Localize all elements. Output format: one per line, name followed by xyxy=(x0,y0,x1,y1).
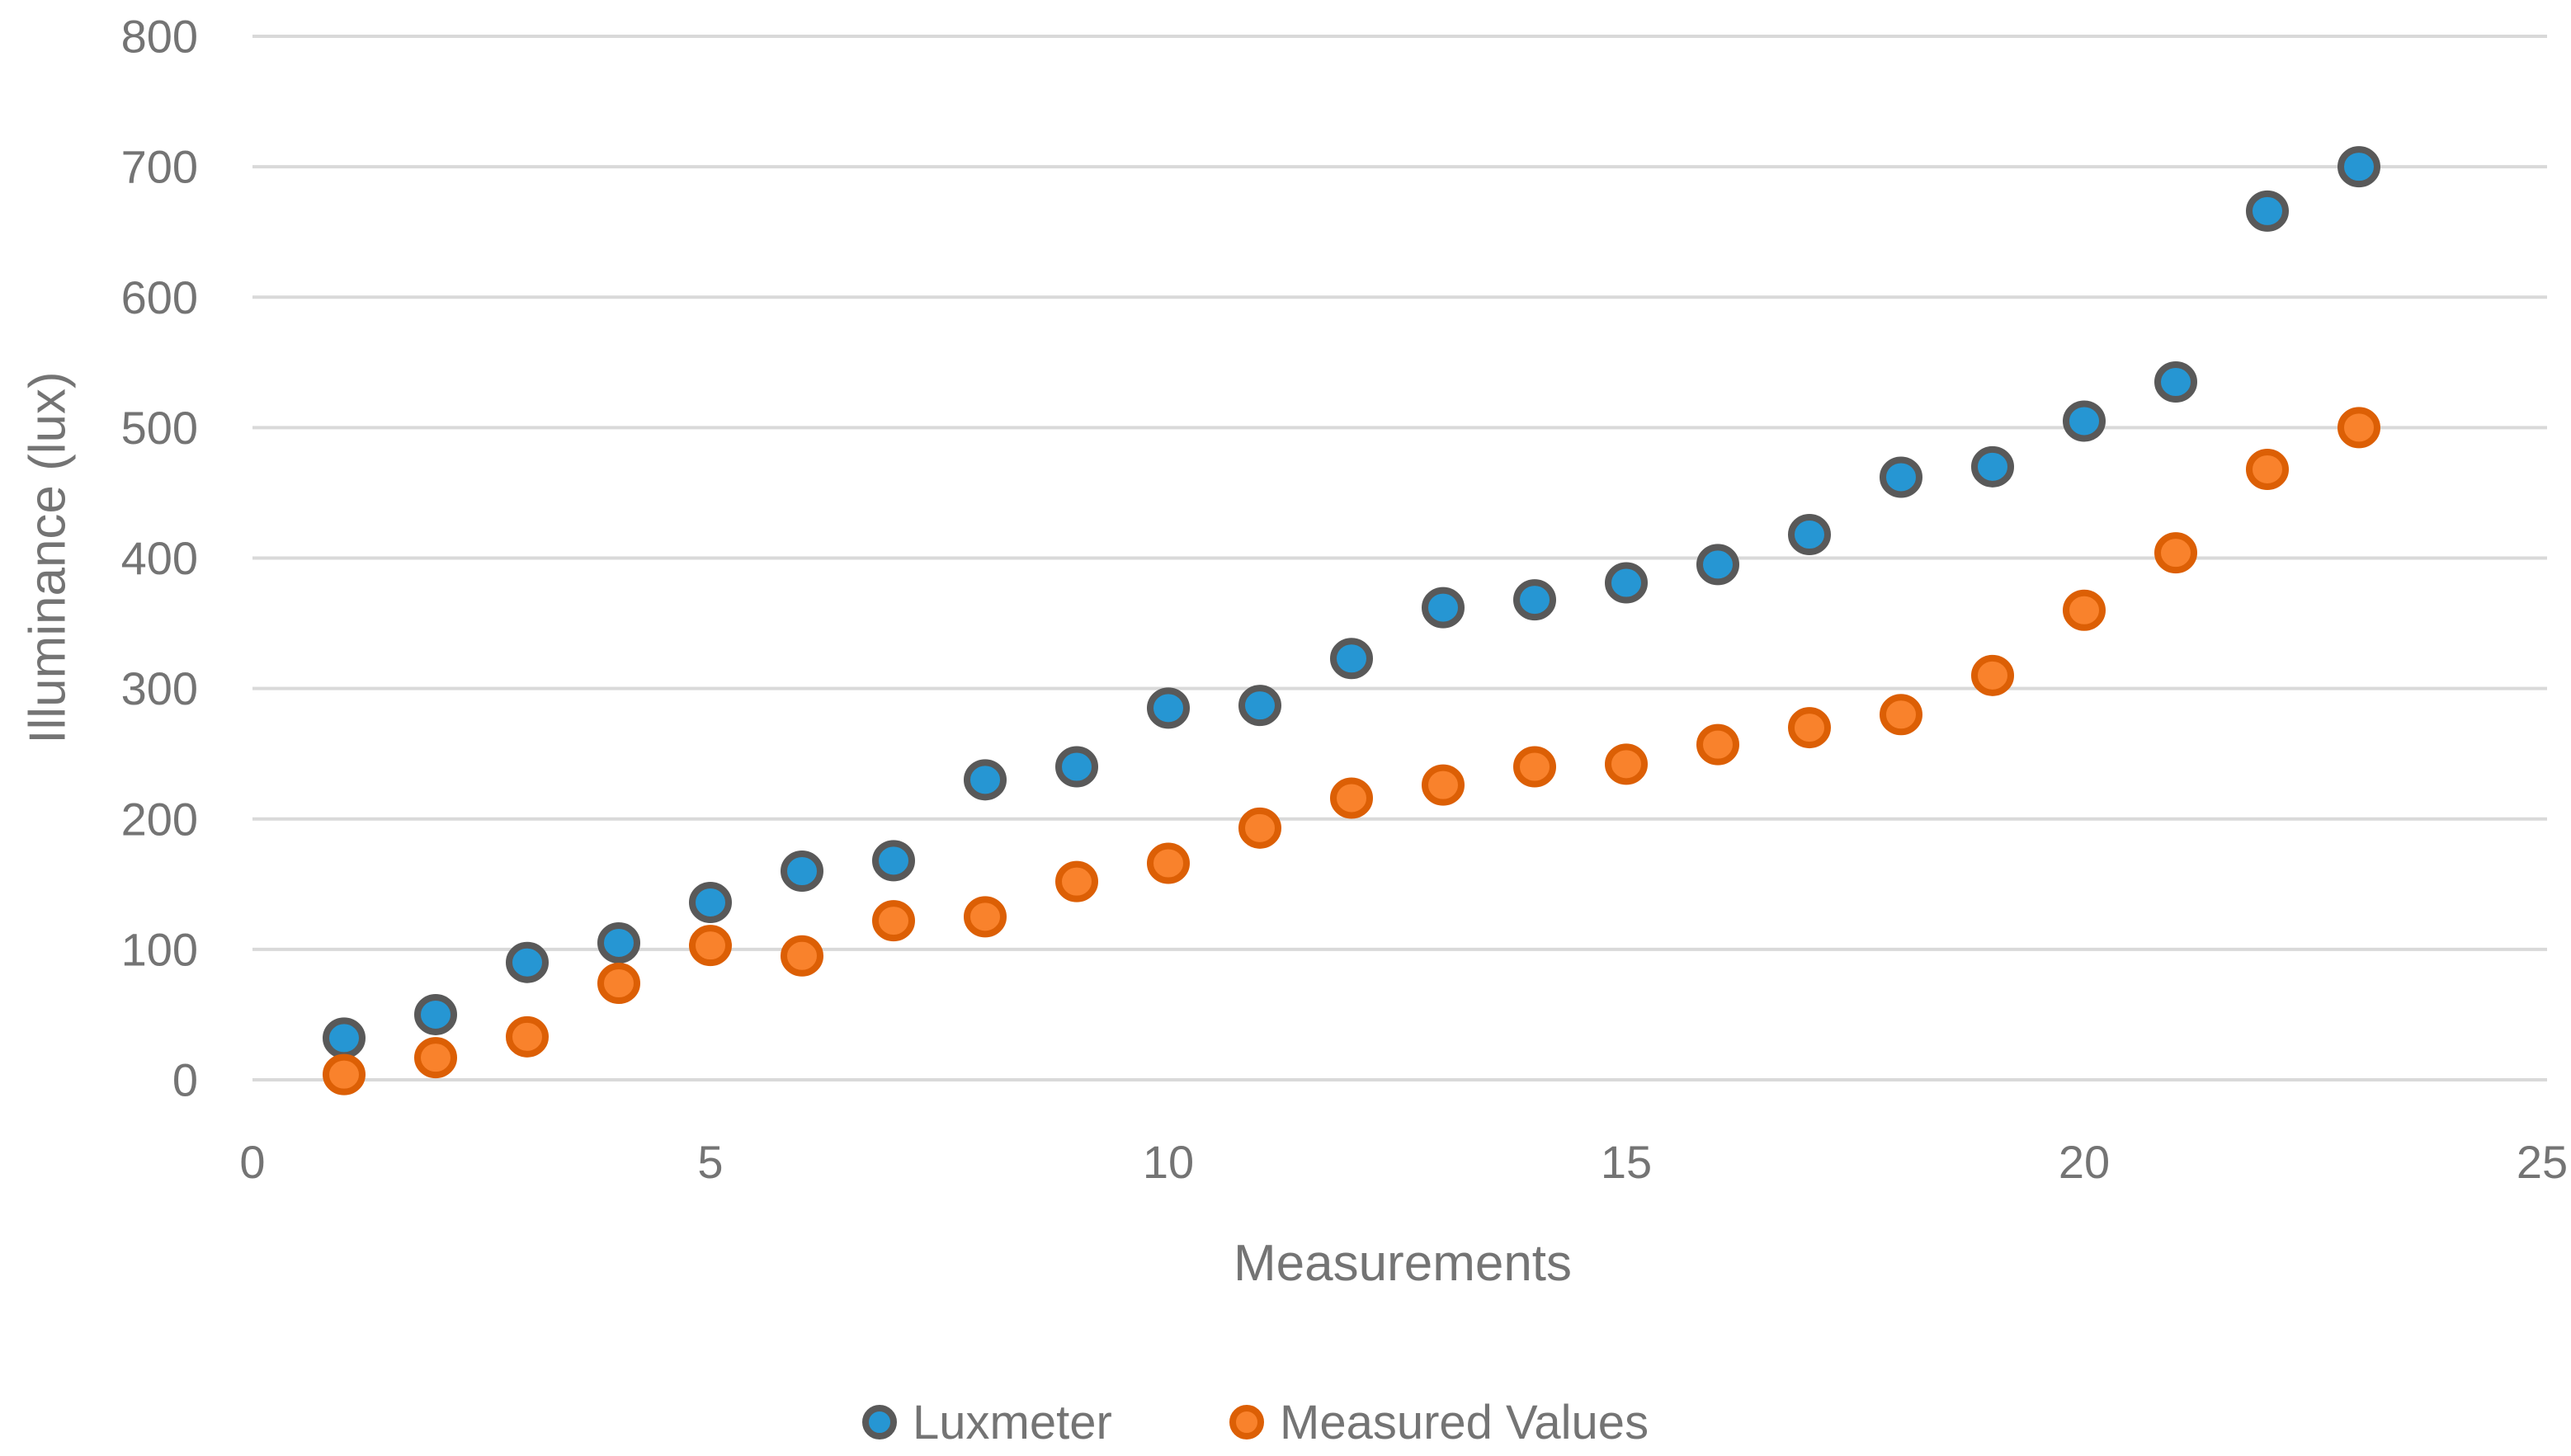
data-point-measured-values xyxy=(2154,532,2197,574)
data-point-luxmeter xyxy=(1788,514,1831,556)
y-axis-tick-label: 500 xyxy=(121,402,198,454)
data-point-measured-values xyxy=(1788,707,1831,749)
x-axis-tick-label: 25 xyxy=(2517,1136,2568,1188)
y-axis-tick-label: 700 xyxy=(121,141,198,193)
data-point-measured-values xyxy=(2337,407,2380,449)
x-axis-tick-label: 20 xyxy=(2059,1136,2110,1188)
data-point-measured-values xyxy=(414,1037,457,1079)
y-axis-tick-label: 400 xyxy=(121,532,198,584)
data-point-luxmeter xyxy=(1055,746,1098,788)
data-point-measured-values xyxy=(1422,764,1465,806)
data-point-measured-values xyxy=(1605,743,1648,785)
data-point-measured-values xyxy=(872,900,915,942)
data-point-luxmeter xyxy=(872,840,915,882)
y-axis-tick-label: 300 xyxy=(121,662,198,714)
data-point-luxmeter xyxy=(1971,445,2014,488)
data-point-luxmeter xyxy=(2063,400,2106,442)
data-point-luxmeter xyxy=(1696,544,1739,586)
data-point-luxmeter xyxy=(689,881,732,923)
data-point-measured-values xyxy=(323,1053,366,1096)
data-point-luxmeter xyxy=(2337,146,2380,188)
y-axis-tick-label: 100 xyxy=(121,923,198,975)
data-point-luxmeter xyxy=(1605,562,1648,604)
data-point-luxmeter xyxy=(2246,190,2289,232)
data-point-measured-values xyxy=(1971,654,2014,696)
data-point-measured-values xyxy=(964,896,1007,938)
y-axis-tick-label: 800 xyxy=(121,11,198,63)
data-point-luxmeter xyxy=(1147,687,1190,729)
data-point-luxmeter xyxy=(1238,685,1281,727)
data-point-luxmeter xyxy=(414,993,457,1035)
data-point-luxmeter xyxy=(964,759,1007,801)
x-axis-title: Measurements xyxy=(1234,1235,1572,1292)
data-point-measured-values xyxy=(1055,860,1098,902)
x-axis-tick-label: 15 xyxy=(1601,1136,1652,1188)
data-point-measured-values xyxy=(597,962,640,1004)
x-axis-tick-label: 0 xyxy=(239,1136,265,1188)
data-point-measured-values xyxy=(2063,589,2106,631)
data-point-luxmeter xyxy=(1422,587,1465,629)
data-point-luxmeter xyxy=(2154,361,2197,403)
y-axis-tick-label: 600 xyxy=(121,271,198,323)
data-point-measured-values xyxy=(1238,807,1281,849)
x-axis-tick-label: 5 xyxy=(697,1136,723,1188)
data-point-measured-values xyxy=(1330,777,1373,819)
y-axis-tick-label: 200 xyxy=(121,793,198,845)
data-point-luxmeter xyxy=(506,941,549,983)
data-point-luxmeter xyxy=(1880,456,1922,498)
data-point-measured-values xyxy=(1147,842,1190,884)
data-point-luxmeter xyxy=(597,921,640,964)
data-point-measured-values xyxy=(781,935,823,977)
data-point-measured-values xyxy=(2246,448,2289,490)
legend-label-measured-values: Measured Values xyxy=(1280,1396,1649,1449)
data-point-measured-values xyxy=(1513,746,1556,788)
y-axis-tick-label: 0 xyxy=(172,1054,198,1106)
legend-marker-luxmeter-icon xyxy=(862,1405,897,1440)
data-point-luxmeter xyxy=(1330,638,1373,680)
x-axis-tick-label: 10 xyxy=(1143,1136,1194,1188)
data-point-luxmeter xyxy=(1513,579,1556,621)
data-point-measured-values xyxy=(1696,723,1739,766)
data-point-measured-values xyxy=(1880,694,1922,736)
data-point-measured-values xyxy=(506,1015,549,1058)
legend-marker-measured-values-icon xyxy=(1229,1405,1264,1440)
data-point-measured-values xyxy=(689,925,732,967)
data-point-luxmeter xyxy=(781,851,823,892)
data-point-luxmeter xyxy=(323,1017,366,1059)
legend-label-luxmeter: Luxmeter xyxy=(913,1396,1112,1449)
y-axis-title: Illuminance (lux) xyxy=(20,371,77,743)
